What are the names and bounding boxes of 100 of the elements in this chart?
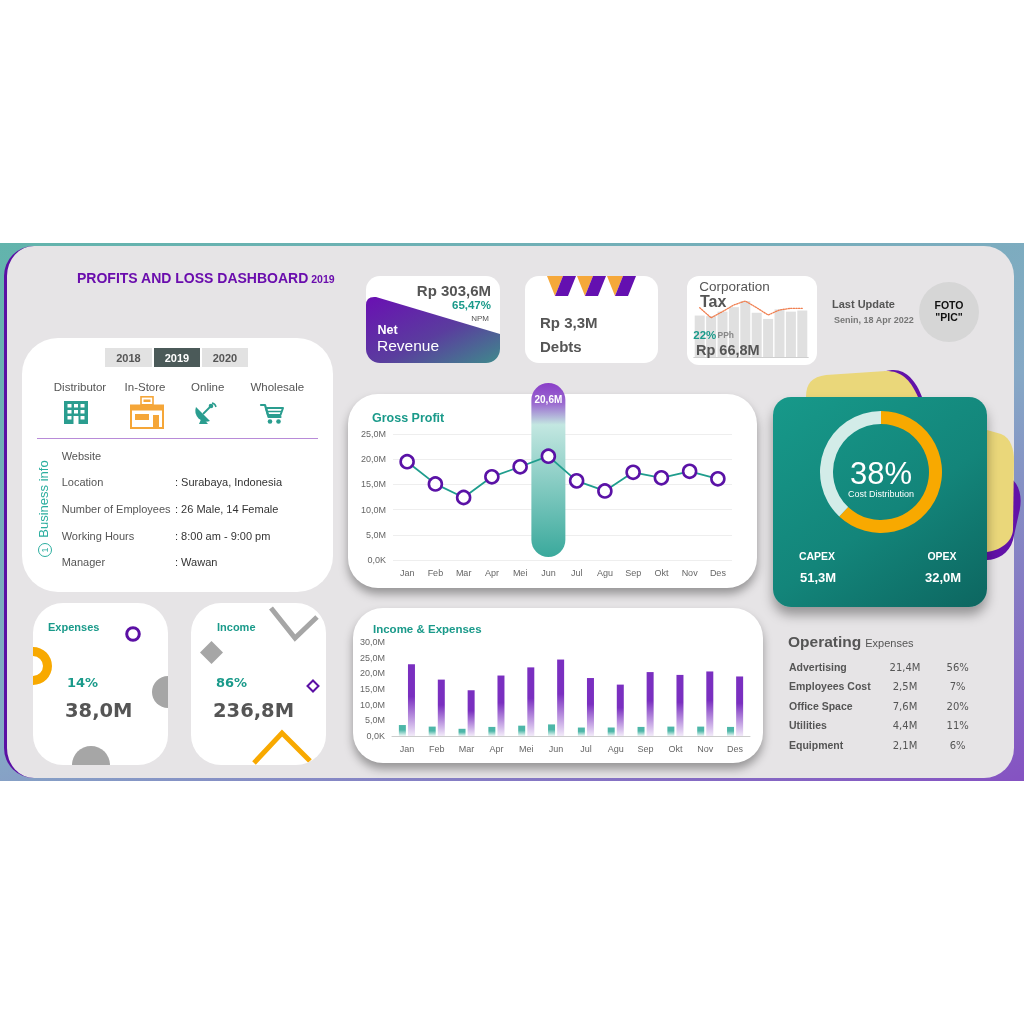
y-tick-label: 10,0M xyxy=(359,699,385,710)
x-tick-label: Feb xyxy=(427,567,444,578)
text: Office Space xyxy=(789,700,853,712)
x-tick-label: Okt xyxy=(654,567,669,578)
text: 11% xyxy=(946,719,969,731)
text: 2019 xyxy=(311,273,335,285)
point xyxy=(540,448,557,464)
y-tick-label: 0,0K xyxy=(366,731,385,741)
text: FOTO "PIC" xyxy=(933,299,965,324)
text: 32,0M xyxy=(924,569,962,585)
x-tick-label: Mei xyxy=(512,567,528,578)
text: Advertising xyxy=(789,661,847,673)
text: Working Hours xyxy=(61,529,135,542)
text: : Surabaya, Indonesia xyxy=(175,476,283,489)
annotation: 22% xyxy=(693,328,717,341)
x-tick-label: Feb xyxy=(428,743,445,754)
bar xyxy=(646,672,654,736)
x-tick-label: Jun xyxy=(541,567,556,578)
y-tick-label: 15,0M xyxy=(359,684,385,694)
point xyxy=(512,458,528,475)
point xyxy=(710,471,726,487)
bar xyxy=(518,725,526,736)
y-tick-label: 5,0M xyxy=(364,715,385,726)
text: 14% xyxy=(67,674,99,690)
text: 38,0M xyxy=(65,698,133,722)
text: 56% xyxy=(946,661,969,673)
x-tick-label: Jan xyxy=(399,743,415,754)
text: Operating Expenses xyxy=(788,633,914,650)
text: Website xyxy=(61,449,102,462)
text: 2,1M xyxy=(892,739,918,751)
text: Net xyxy=(377,323,398,337)
point xyxy=(597,483,613,499)
bar xyxy=(497,675,505,736)
x-tick-label: Mei xyxy=(518,743,534,754)
y-tick-label: 20,0M xyxy=(360,454,386,465)
text: Number of Employees xyxy=(61,503,171,515)
x-tick-label: Jun xyxy=(548,743,564,754)
chart-title: Income & Expenses xyxy=(373,623,482,635)
y-tick-label: 5,0M xyxy=(365,529,386,540)
point xyxy=(681,463,698,480)
bar xyxy=(488,726,496,736)
chart-title: Gross Profit xyxy=(372,410,446,425)
y-tick-label: 15,0M xyxy=(360,479,386,490)
text: 7% xyxy=(949,680,966,692)
bar xyxy=(676,674,684,736)
y-tick-label: 0,0K xyxy=(367,555,386,565)
x-tick-label: Apr xyxy=(484,567,499,578)
y-tick-label: 25,0M xyxy=(359,652,385,663)
x-tick-label: Jan xyxy=(399,567,415,578)
bar xyxy=(736,676,744,736)
text: Debts xyxy=(540,337,582,355)
tab-button: 2018 xyxy=(105,348,152,367)
text: 51,3M xyxy=(799,569,837,585)
x-tick-label: Jul xyxy=(570,567,583,578)
bar xyxy=(398,725,406,736)
text: 1 xyxy=(39,547,50,553)
bar xyxy=(586,678,594,736)
x-tick-label: Mar xyxy=(455,567,472,578)
bar xyxy=(407,664,415,736)
bar xyxy=(637,726,645,736)
text: Senin, 18 Apr 2022 xyxy=(834,315,914,325)
text: Business info xyxy=(35,460,51,538)
text: Corporation xyxy=(699,278,770,293)
x-tick-label: Sep xyxy=(637,743,654,754)
text: : 8:00 am - 9:00 pm xyxy=(175,529,271,542)
band-label: 20,6M xyxy=(534,393,563,405)
text: 21,4M xyxy=(889,661,921,673)
text: : 26 Male, 14 Female xyxy=(175,503,279,515)
bar xyxy=(607,727,615,736)
text: 38% xyxy=(849,455,913,491)
text: OPEX xyxy=(927,550,957,562)
text: Distributor xyxy=(53,380,107,393)
x-tick-label: Des xyxy=(709,567,727,578)
tab-button: 2019 xyxy=(154,348,200,367)
bar xyxy=(706,671,714,736)
text: 236,8M xyxy=(213,698,295,722)
text: Utilities xyxy=(789,719,827,731)
point xyxy=(427,476,444,492)
bar xyxy=(467,690,475,736)
text: Cost Distribution xyxy=(847,489,915,499)
point xyxy=(653,470,670,486)
text: Last Update xyxy=(832,298,895,310)
text: Rp 303,6M xyxy=(416,281,491,299)
bar xyxy=(557,659,565,736)
x-tick-label: Nov xyxy=(697,743,714,754)
bar xyxy=(667,726,675,736)
annotation: Tax xyxy=(700,292,727,311)
y-tick-label: 20,0M xyxy=(359,668,385,679)
text: PROFITS AND LOSS DASHBOARD xyxy=(77,270,309,286)
x-tick-label: Agu xyxy=(607,743,624,754)
bar xyxy=(548,724,556,736)
tab-button: 2020 xyxy=(202,348,248,367)
annotation: Rp 66,8M xyxy=(696,341,760,358)
bar xyxy=(697,726,705,736)
text: 7,6M xyxy=(892,700,918,712)
text: Employees Cost xyxy=(789,680,871,692)
text: NPM xyxy=(471,313,489,323)
bar xyxy=(577,727,585,736)
x-tick-label: Apr xyxy=(489,743,504,754)
y-tick-label: 30,0M xyxy=(359,637,385,647)
